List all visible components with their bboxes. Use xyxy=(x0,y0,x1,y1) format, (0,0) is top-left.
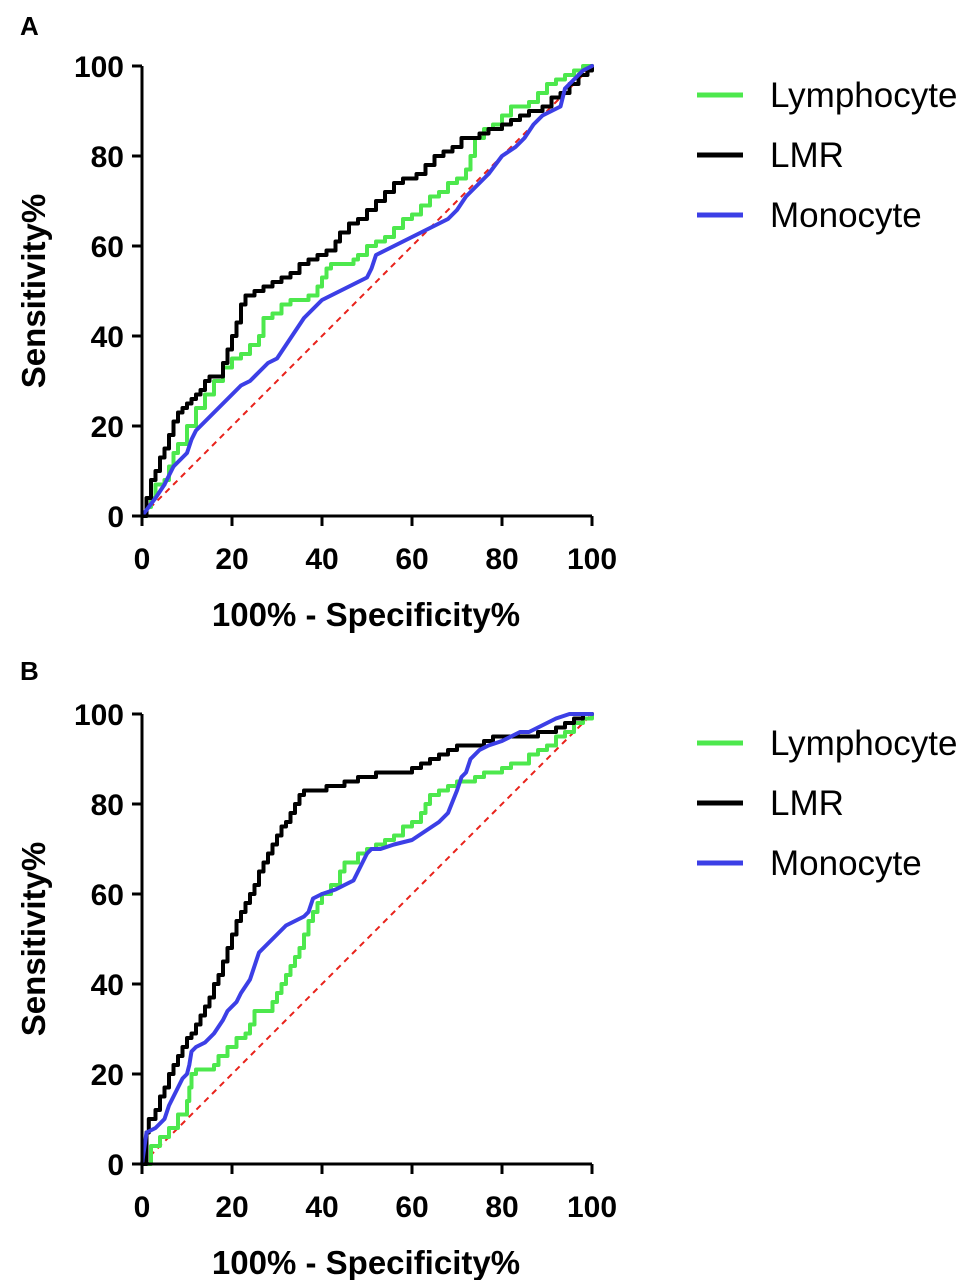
legend: Lymphocyte LMR Monocyte xyxy=(697,76,957,235)
y-tick-label: 60 xyxy=(91,231,124,264)
panel-letter: A xyxy=(20,11,39,41)
legend-label-lmr: LMR xyxy=(770,784,844,823)
series-line-lmr xyxy=(140,64,594,518)
y-tick-label: 100 xyxy=(74,51,124,84)
x-tick-label: 60 xyxy=(395,543,428,576)
x-tick-label: 40 xyxy=(305,543,338,576)
legend-label-monocyte: Monocyte xyxy=(770,844,922,883)
x-tick-label: 60 xyxy=(395,1191,428,1224)
panel-letter: B xyxy=(20,656,39,686)
x-tick-label: 80 xyxy=(485,543,518,576)
reference-diagonal-line xyxy=(141,65,593,517)
y-tick-label: 80 xyxy=(91,141,124,174)
x-axis-title: 100% - Specificity% xyxy=(212,596,520,633)
y-tick-label: 20 xyxy=(91,411,124,444)
x-tick-label: 80 xyxy=(485,1191,518,1224)
x-tick-label: 20 xyxy=(215,1191,248,1224)
x-tick-label: 0 xyxy=(134,543,151,576)
series-line-monocyte xyxy=(140,64,594,518)
legend-label-lmr: LMR xyxy=(770,136,844,175)
legend-label-lymphocyte: Lymphocyte xyxy=(770,724,957,763)
y-axis-title: Sensitivity% xyxy=(15,842,52,1036)
y-tick-label: 0 xyxy=(107,501,124,534)
series-line-monocyte xyxy=(140,712,594,1166)
y-tick-label: 40 xyxy=(91,321,124,354)
legend-label-lymphocyte: Lymphocyte xyxy=(770,76,957,115)
y-tick-label: 20 xyxy=(91,1059,124,1092)
panel-b: B 0 20 40 60 80 100 0 20 40 60 80 100 100% - Specific… xyxy=(15,656,957,1280)
x-tick-label: 0 xyxy=(134,1191,151,1224)
legend-label-monocyte: Monocyte xyxy=(770,196,922,235)
legend: Lymphocyte LMR Monocyte xyxy=(697,724,957,883)
x-tick-label: 100 xyxy=(567,1191,617,1224)
y-tick-label: 80 xyxy=(91,789,124,822)
x-axis-title: 100% - Specificity% xyxy=(212,1244,520,1280)
x-tick-label: 40 xyxy=(305,1191,338,1224)
series-line-lmr xyxy=(140,712,594,1166)
series-line-lymphocyte xyxy=(140,64,594,518)
y-tick-label: 0 xyxy=(107,1149,124,1182)
reference-diagonal-line xyxy=(141,713,593,1165)
y-tick-label: 60 xyxy=(91,879,124,912)
x-tick-label: 100 xyxy=(567,543,617,576)
y-tick-label: 40 xyxy=(91,969,124,1002)
y-axis-title: Sensitivity% xyxy=(15,194,52,388)
panel-a: A 0 20 40 60 80 100 0 20 40 60 80 100 100% - Specific… xyxy=(15,11,957,633)
y-tick-label: 100 xyxy=(74,699,124,732)
x-tick-label: 20 xyxy=(215,543,248,576)
